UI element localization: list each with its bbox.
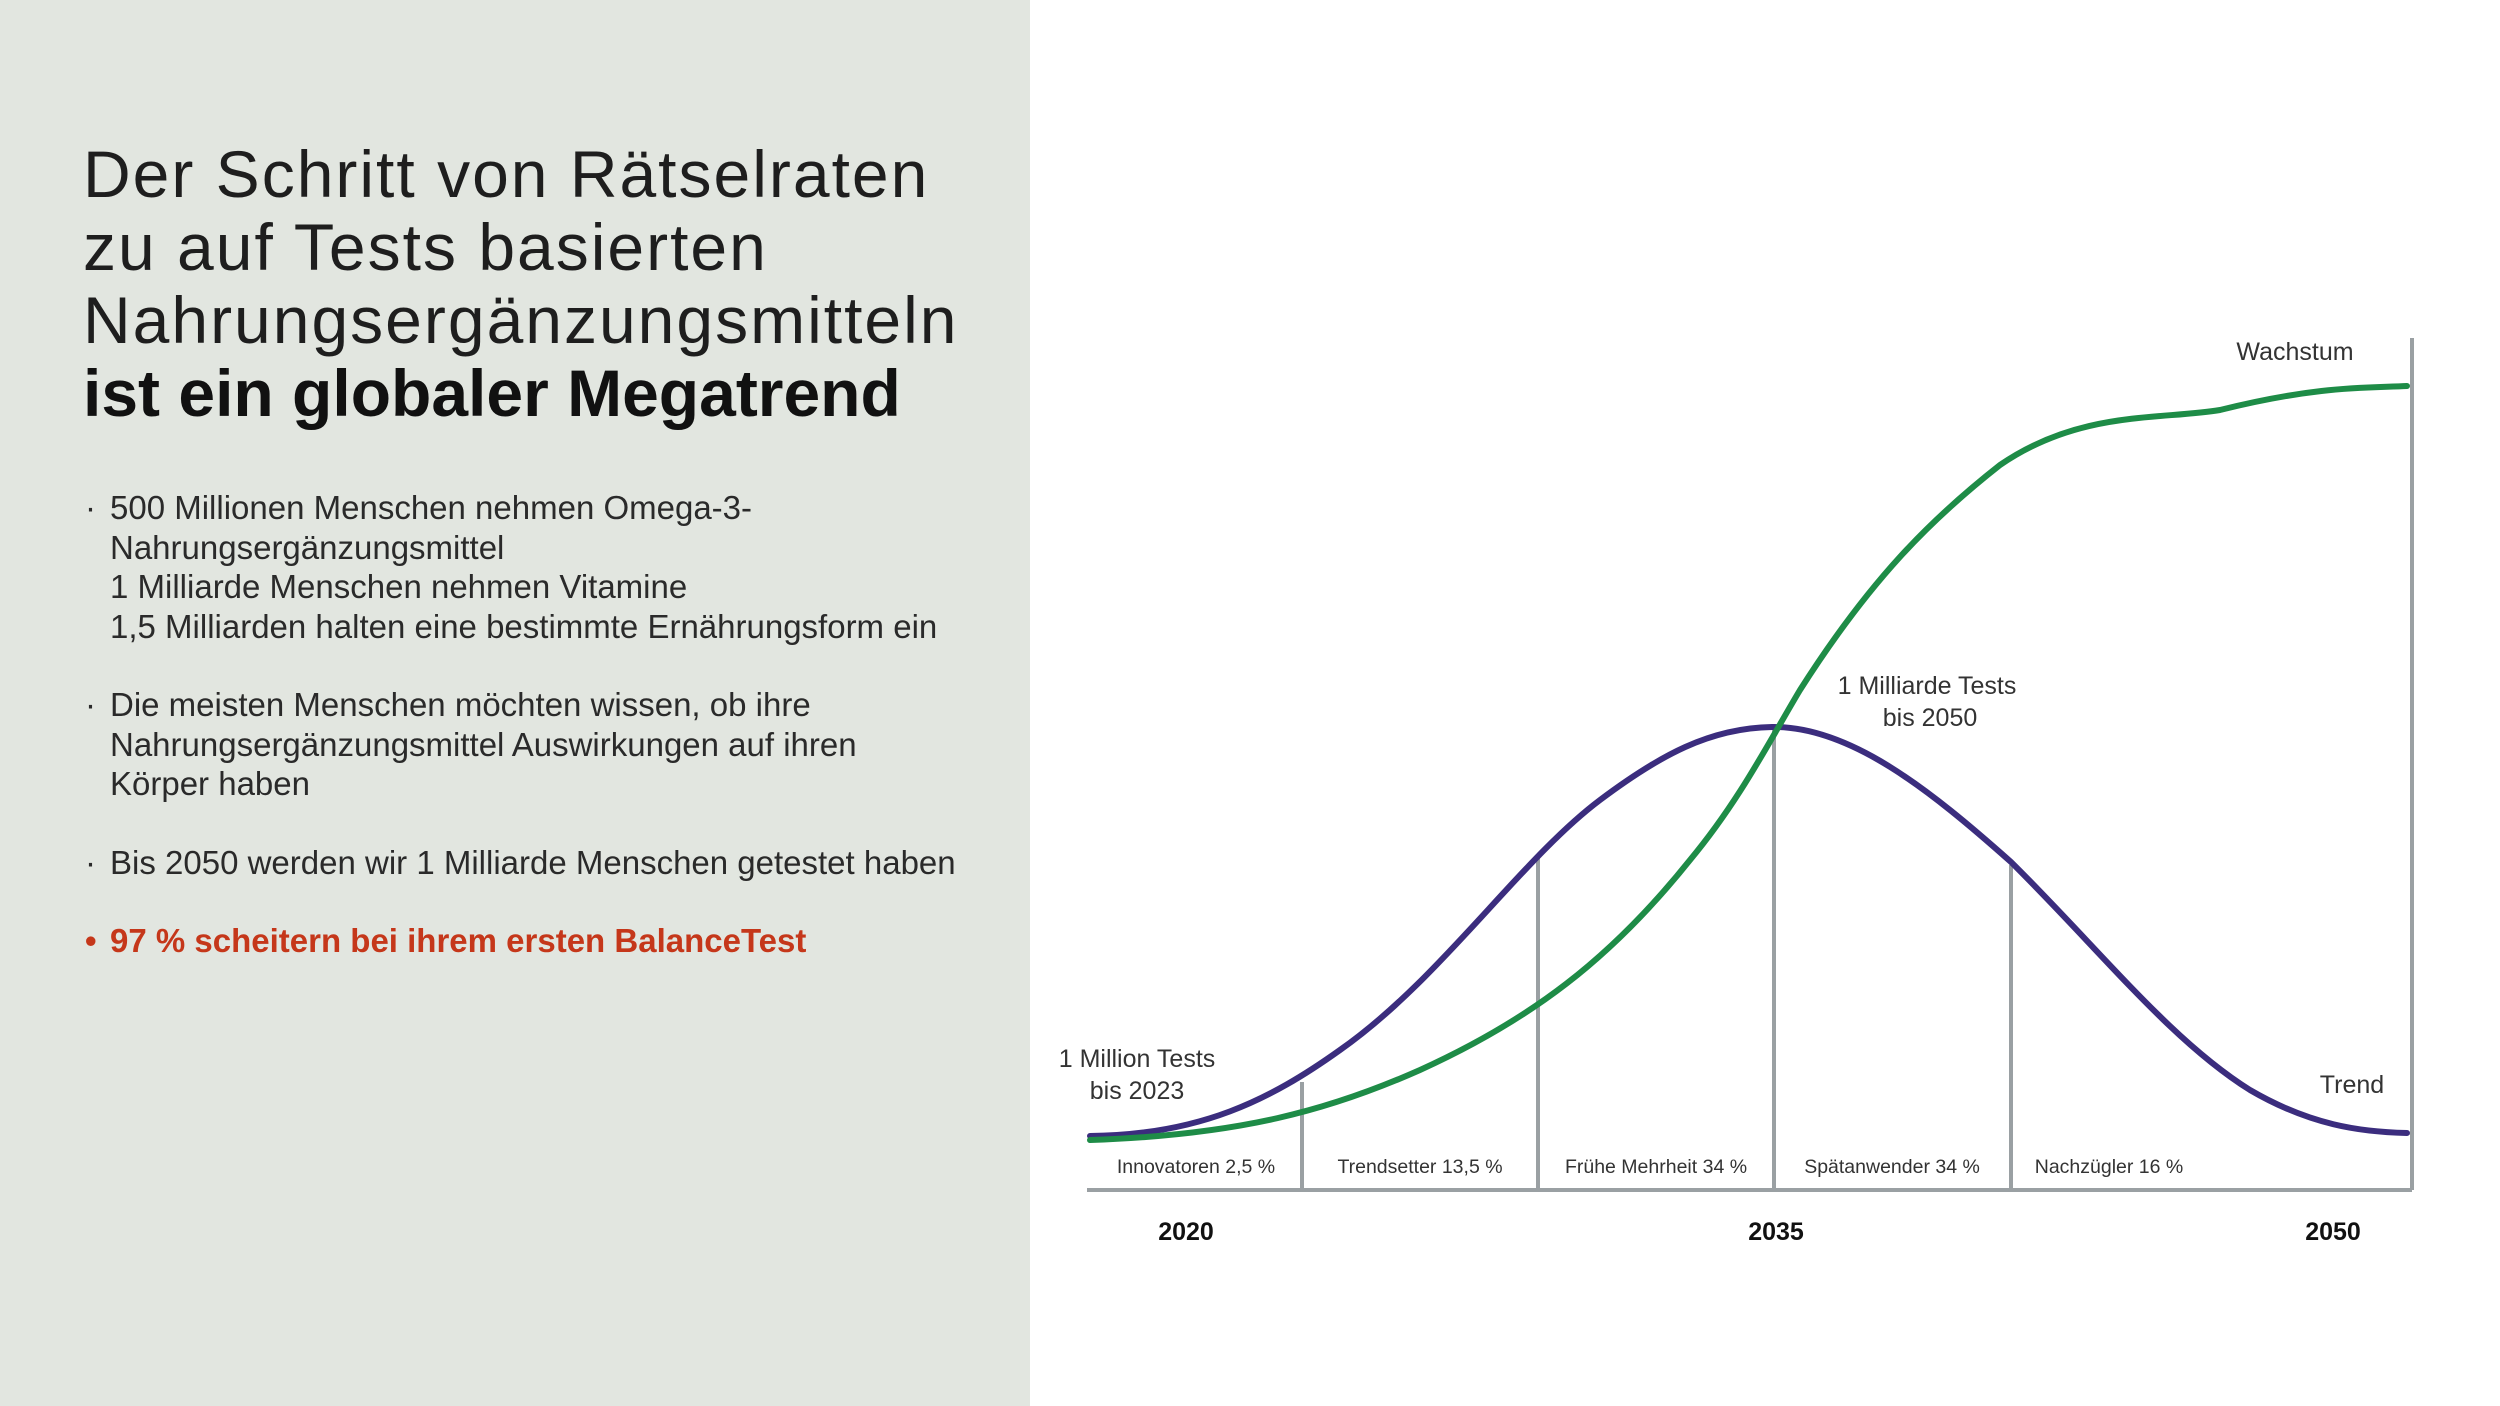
- title-line-2: zu auf Tests basierten: [83, 210, 768, 284]
- trend-series-line: [1087, 723, 2410, 1139]
- bullet-list: · 500 Millionen Menschen nehmen Omega-3-…: [83, 488, 1003, 1000]
- bullet-line: Nahrungsergänzungsmittel Auswirkungen au…: [110, 725, 857, 763]
- title-line-1: Der Schritt von Rätselraten: [83, 137, 930, 211]
- start-annotation-line-1: 1 Million Tests: [1059, 1045, 1216, 1073]
- bullet-item: · Bis 2050 werden wir 1 Milliarde Mensch…: [83, 843, 1003, 883]
- bullet-line: Körper haben: [110, 765, 310, 802]
- bullet-line: 1,5 Milliarden halten eine bestimmte Ern…: [110, 607, 938, 645]
- bullet-line: Die meisten Menschen möchten wissen, ob …: [110, 686, 811, 723]
- bullet-dot-icon: ·: [85, 686, 96, 723]
- bullet-item: · Die meisten Menschen möchten wissen, o…: [83, 685, 1003, 804]
- page-title: Der Schritt von Rätselraten zu auf Tests…: [83, 138, 958, 430]
- chart-grid: [1087, 338, 2414, 1192]
- segment-label-nachzuegler: Nachzügler 16 %: [2035, 1156, 2184, 1178]
- bullet-line: Bis 2050 werden wir 1 Milliarde Menschen…: [110, 843, 956, 881]
- series-label-trend: Trend: [2320, 1071, 2384, 1099]
- highlight-bullet: • 97 % scheitern bei ihrem ersten Balanc…: [83, 921, 1003, 961]
- segment-label-spaetanwender: Spätanwender 34 %: [1804, 1156, 1980, 1178]
- x-tick-2050: 2050: [2305, 1218, 2361, 1246]
- peak-annotation-line-2: bis 2050: [1883, 704, 1978, 732]
- bullet-line: 1 Milliarde Menschen nehmen Vitamine: [110, 568, 688, 605]
- title-line-3: Nahrungsergänzungsmitteln: [83, 283, 959, 357]
- x-tick-2035: 2035: [1748, 1218, 1804, 1246]
- left-panel: Der Schritt von Rätselraten zu auf Tests…: [0, 0, 1030, 1406]
- series-label-wachstum: Wachstum: [2236, 338, 2353, 366]
- highlight-bullet-text: 97 % scheitern bei ihrem ersten BalanceT…: [110, 922, 807, 959]
- bullet-line: Nahrungsergänzungsmittel: [110, 528, 505, 566]
- adoption-curve-chart: Wachstum Trend 1 Million Tests bis 2023 …: [1059, 338, 2414, 1246]
- growth-series-line: [1087, 383, 2410, 1143]
- bullet-dot-icon: ·: [85, 489, 96, 526]
- bullet-item: · 500 Millionen Menschen nehmen Omega-3-…: [83, 488, 1003, 646]
- bullet-line: 500 Millionen Menschen nehmen Omega-3-: [110, 489, 753, 526]
- title-bold-line: ist ein globaler Megatrend: [83, 356, 901, 430]
- segment-label-fruehe-mehrheit: Frühe Mehrheit 34 %: [1565, 1156, 1747, 1178]
- bullet-dot-icon: •: [85, 922, 97, 959]
- segment-label-innovatoren: Innovatoren 2,5 %: [1117, 1156, 1275, 1178]
- chart-labels: Wachstum Trend 1 Million Tests bis 2023 …: [1059, 338, 2384, 1246]
- x-tick-2020: 2020: [1158, 1218, 1214, 1246]
- bullet-dot-icon: ·: [85, 843, 96, 881]
- peak-annotation-line-1: 1 Milliarde Tests: [1838, 672, 2017, 700]
- segment-label-trendsetter: Trendsetter 13,5 %: [1337, 1156, 1502, 1178]
- start-annotation-line-2: bis 2023: [1090, 1077, 1185, 1105]
